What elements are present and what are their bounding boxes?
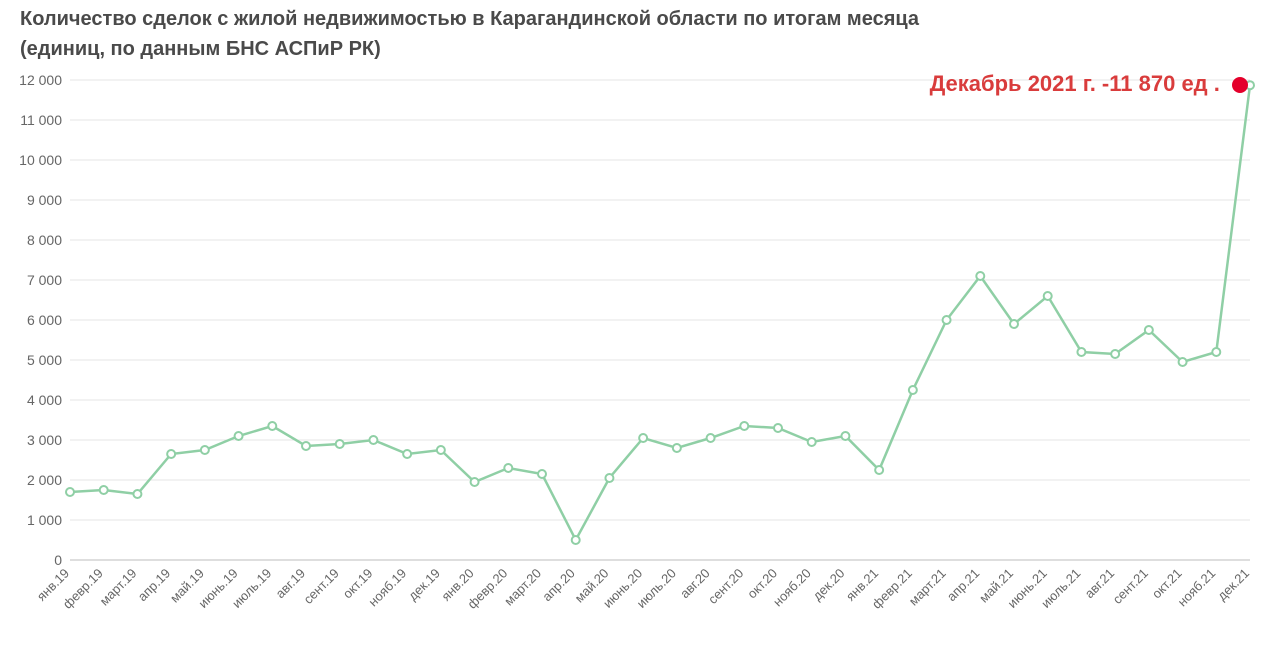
svg-text:6 000: 6 000 [27, 312, 62, 328]
svg-text:нояб.20: нояб.20 [770, 566, 814, 610]
svg-text:дек.21: дек.21 [1214, 566, 1252, 604]
svg-text:март.19: март.19 [97, 566, 140, 609]
chart-title: Количество сделок с жилой недвижимостью … [20, 8, 919, 31]
svg-text:март.20: март.20 [501, 566, 544, 609]
annotation-dot-icon [1232, 77, 1248, 93]
svg-text:5 000: 5 000 [27, 352, 62, 368]
svg-text:сент.20: сент.20 [705, 566, 746, 607]
svg-text:7 000: 7 000 [27, 272, 62, 288]
svg-text:8 000: 8 000 [27, 232, 62, 248]
chart-container: Количество сделок с жилой недвижимостью … [0, 0, 1280, 666]
svg-text:3 000: 3 000 [27, 432, 62, 448]
svg-text:сент.19: сент.19 [300, 566, 341, 607]
svg-text:март.21: март.21 [906, 566, 949, 609]
svg-text:дек.20: дек.20 [810, 566, 848, 604]
svg-text:апр.19: апр.19 [135, 566, 174, 605]
chart-subtitle: (единиц, по данным БНС АСПиР РК) [20, 38, 381, 61]
svg-text:дек.19: дек.19 [405, 566, 443, 604]
svg-text:2 000: 2 000 [27, 472, 62, 488]
svg-text:11 000: 11 000 [20, 112, 62, 128]
annotation-label: Декабрь 2021 г. -11 870 ед . [930, 71, 1248, 97]
svg-text:сент.21: сент.21 [1110, 566, 1151, 607]
svg-text:1 000: 1 000 [27, 512, 62, 528]
svg-text:9 000: 9 000 [27, 192, 62, 208]
svg-text:апр.21: апр.21 [944, 566, 983, 605]
svg-text:10 000: 10 000 [19, 152, 62, 168]
annotation-text: Декабрь 2021 г. -11 870 ед . [930, 71, 1220, 96]
svg-text:нояб.19: нояб.19 [365, 566, 409, 610]
chart-svg: 01 0002 0003 0004 0005 0006 0007 0008 00… [0, 0, 1280, 666]
svg-text:4 000: 4 000 [27, 392, 62, 408]
svg-text:нояб.21: нояб.21 [1175, 566, 1219, 610]
svg-text:12 000: 12 000 [19, 72, 62, 88]
svg-text:апр.20: апр.20 [539, 566, 578, 605]
